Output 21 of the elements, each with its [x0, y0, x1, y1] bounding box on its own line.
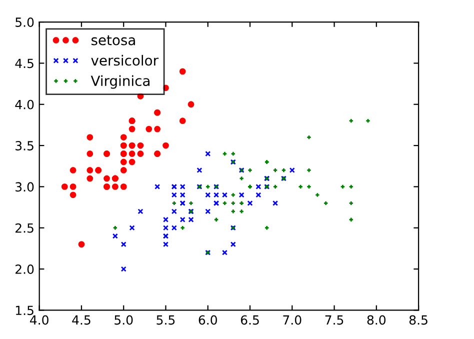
y-tick-label: 2.5 — [16, 223, 34, 233]
x-tick-label: 4.0 — [30, 315, 48, 325]
y-tick-label: 1.5 — [16, 306, 34, 316]
x-tick-label: 4.5 — [72, 315, 90, 325]
x-tick-label: 7.0 — [283, 315, 302, 325]
y-tick-label: 3.0 — [16, 182, 34, 192]
legend-label: versicolor — [91, 54, 158, 66]
x-tick-label: 6.5 — [240, 315, 259, 325]
y-tick-label: 3.5 — [16, 141, 34, 150]
x-tick-label: 6.0 — [198, 315, 217, 325]
x-tick-label: 5.0 — [114, 315, 133, 325]
x-tick-label: 5.5 — [156, 315, 175, 325]
x-tick-label: 7.5 — [325, 315, 344, 325]
legend-label: Virginica — [90, 75, 150, 89]
x-tick-label: 8.5 — [409, 315, 428, 325]
y-tick-label: 4.0 — [15, 100, 34, 110]
y-tick-label: 4.5 — [15, 58, 34, 68]
legend-label: setosa — [91, 35, 135, 46]
y-tick-label: 2.0 — [16, 264, 34, 274]
x-tick-label: 8.0 — [367, 315, 386, 325]
y-tick-label: 5.0 — [16, 18, 34, 27]
